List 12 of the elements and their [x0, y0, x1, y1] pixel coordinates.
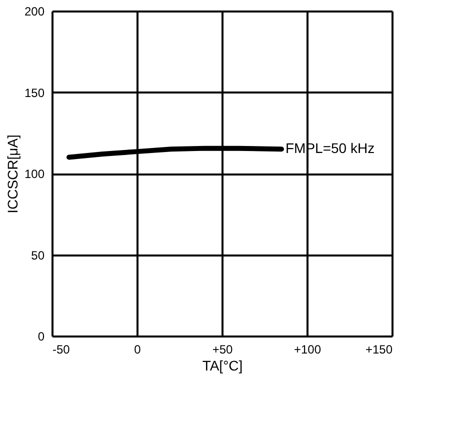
y-tick-label: 50: [31, 248, 45, 262]
y-axis-title: ICCSCR[μA]: [4, 134, 20, 214]
x-tick-label: +150: [365, 342, 393, 356]
y-tick-label: 100: [24, 167, 45, 181]
x-tick-label: +100: [294, 342, 322, 356]
x-tick-label: 0: [134, 342, 142, 356]
x-axis-title: TA[°C]: [202, 358, 243, 374]
x-tick-label: +50: [212, 342, 233, 356]
y-tick-label: 200: [24, 4, 45, 18]
y-tick-label: 0: [38, 330, 45, 344]
x-tick-label: -50: [52, 342, 70, 356]
y-tick-label: 150: [24, 86, 45, 100]
